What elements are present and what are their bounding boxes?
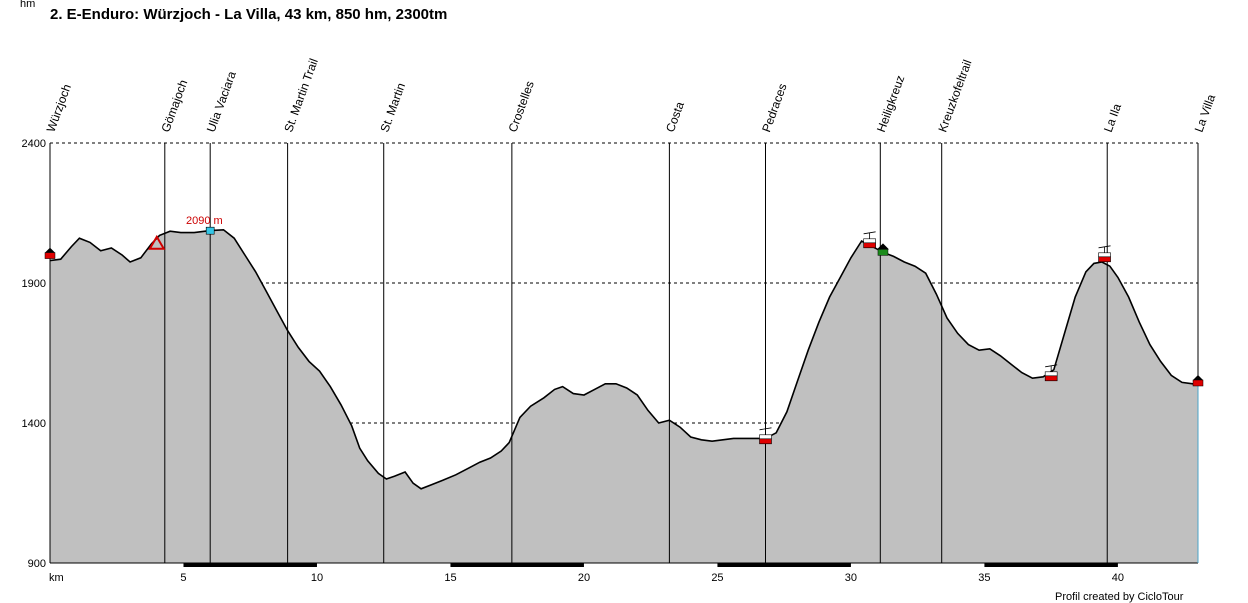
waypoint-label: Pedraces	[759, 82, 789, 134]
waypoint-label: Crostelles	[506, 79, 537, 134]
x-tick-label: 5	[180, 572, 186, 584]
elevation-area	[50, 229, 1198, 564]
waypoint-label: La Ila	[1101, 101, 1124, 134]
x-tick-label: 10	[311, 572, 323, 584]
credit-text: Profil created by CicloTour	[1055, 591, 1184, 603]
y-axis-label: hm	[20, 0, 35, 10]
waypoint-label: Heiligkreuz	[874, 73, 907, 134]
cable-car-icon	[759, 427, 772, 445]
x-axis-label: km	[49, 572, 64, 584]
cable-car-icon	[1098, 245, 1111, 263]
cable-car-icon	[863, 231, 876, 249]
y-tick-label: 1900	[22, 278, 46, 290]
waypoint-label: Würzjoch	[44, 82, 74, 134]
waypoint-label: St. Martin Trail	[281, 57, 321, 134]
x-tick-label: 15	[444, 572, 456, 584]
x-tick-label: 35	[978, 572, 990, 584]
waypoint-label: Kreuzkofeltrail	[935, 58, 974, 134]
church-icon	[876, 243, 889, 256]
max-elevation-label: 2090 m	[186, 215, 223, 227]
y-tick-label: 1400	[22, 418, 46, 430]
summit-icon	[205, 226, 215, 235]
km-scale-segment	[450, 563, 584, 567]
waypoint-label: Gömajoch	[158, 78, 190, 134]
axes	[50, 383, 1199, 567]
km-scale-segment	[717, 563, 851, 567]
km-scale-segment	[984, 563, 1118, 567]
waypoint-label: La Villa	[1192, 92, 1219, 134]
peak-icon	[148, 234, 166, 250]
x-tick-label: 40	[1112, 572, 1124, 584]
waypoint-label: Ulia Vaciara	[204, 69, 239, 134]
x-tick-label: 30	[845, 572, 857, 584]
cable-car-icon	[1044, 364, 1058, 382]
flag-icon	[1192, 375, 1204, 387]
y-tick-label: 2400	[22, 138, 46, 150]
waypoint-label: Costa	[663, 99, 687, 134]
y-tick-label: 900	[28, 558, 46, 570]
waypoint-label: St. Martin	[377, 81, 408, 134]
y-tick-labels: 900 1400 1900 2400	[22, 138, 46, 570]
waypoint-labels: Würzjoch Gömajoch Ulia Vaciara St. Martin T…	[44, 57, 1219, 134]
chart-title: 2. E-Enduro: Würzjoch - La Villa, 43 km,…	[50, 6, 447, 23]
flag-icon	[44, 247, 56, 259]
route-markers	[44, 226, 1204, 445]
x-tick-label: 20	[578, 572, 590, 584]
elevation-line	[49, 228, 1198, 490]
x-tick-labels: 5 10 15 20 25 30 35 40	[180, 572, 1124, 584]
x-tick-label: 25	[711, 572, 723, 584]
km-scale-segment	[183, 563, 317, 567]
